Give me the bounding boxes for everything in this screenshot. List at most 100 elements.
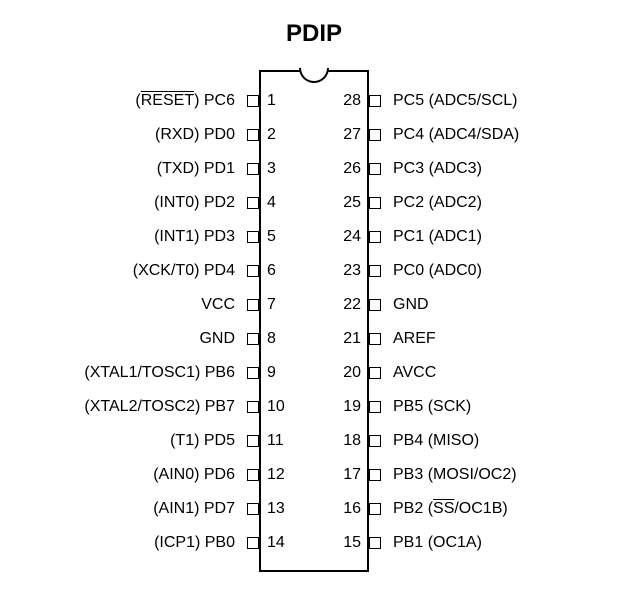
pin-pad-icon: [247, 435, 259, 447]
pin-row: VCC722GND: [261, 288, 367, 322]
pin-number-left: 3: [267, 152, 276, 186]
pin-label-right: PB1 (OC1A): [393, 526, 482, 560]
pin-row: GND821AREF: [261, 322, 367, 356]
pin-label-right: PC1 (ADC1): [393, 220, 482, 254]
pin-number-left: 1: [267, 84, 276, 118]
chip-bottom-pad: [261, 560, 367, 570]
pin-row: (RXD) PD0227PC4 (ADC4/SDA): [261, 118, 367, 152]
package-title: PDIP: [0, 20, 628, 48]
pin-pad-icon: [247, 163, 259, 175]
pin-row: (XCK/T0) PD4623PC0 (ADC0): [261, 254, 367, 288]
pin-pad-icon: [369, 537, 381, 549]
pin-number-left: 2: [267, 118, 276, 152]
pin-pad-icon: [247, 95, 259, 107]
pin-number-left: 12: [267, 458, 285, 492]
pin-number-left: 9: [267, 356, 276, 390]
pin-pad-icon: [369, 197, 381, 209]
pin-row: (RESET) PC6128PC5 (ADC5/SCL): [261, 84, 367, 118]
pin-number-right: 19: [343, 390, 361, 424]
pin-row: (ICP1) PB01415PB1 (OC1A): [261, 526, 367, 560]
chip-top-border-right: [327, 70, 369, 72]
pin-label-right: GND: [393, 288, 429, 322]
pin-pad-icon: [369, 401, 381, 413]
pin-pad-icon: [369, 231, 381, 243]
pin-pad-icon: [247, 231, 259, 243]
chip-top-border-left: [259, 70, 301, 72]
pin-row: (T1) PD51118PB4 (MISO): [261, 424, 367, 458]
pin-label-left: (XTAL2/TOSC2) PB7: [84, 390, 235, 424]
pin-number-left: 14: [267, 526, 285, 560]
pin-row: (AIN1) PD71316PB2 (SS/OC1B): [261, 492, 367, 526]
pin-number-right: 27: [343, 118, 361, 152]
pin-label-left: (TXD) PD1: [157, 152, 235, 186]
pin-number-right: 17: [343, 458, 361, 492]
pin-label-left: VCC: [201, 288, 235, 322]
pin-label-left: (ICP1) PB0: [154, 526, 235, 560]
pin-label-right: AVCC: [393, 356, 436, 390]
pin-row: (TXD) PD1326PC3 (ADC3): [261, 152, 367, 186]
pin-label-left: (XTAL1/TOSC1) PB6: [84, 356, 235, 390]
pin-number-right: 22: [343, 288, 361, 322]
pin-pad-icon: [247, 299, 259, 311]
pin-label-right: AREF: [393, 322, 436, 356]
pin-pad-icon: [369, 299, 381, 311]
pin-pad-icon: [247, 401, 259, 413]
pin-number-left: 8: [267, 322, 276, 356]
pin-label-left: (AIN1) PD7: [153, 492, 235, 526]
pin-number-left: 13: [267, 492, 285, 526]
pin-pad-icon: [369, 129, 381, 141]
pin-row: (XTAL2/TOSC2) PB71019PB5 (SCK): [261, 390, 367, 424]
pin-row: (AIN0) PD61217PB3 (MOSI/OC2): [261, 458, 367, 492]
pin-label-left: (RXD) PD0: [155, 118, 235, 152]
pin-number-right: 18: [343, 424, 361, 458]
pin-pad-icon: [369, 435, 381, 447]
pin-pad-icon: [247, 469, 259, 481]
pin-number-right: 21: [343, 322, 361, 356]
pin-row: (XTAL1/TOSC1) PB6920AVCC: [261, 356, 367, 390]
pin-pad-icon: [369, 469, 381, 481]
pin-number-right: 26: [343, 152, 361, 186]
pin-number-left: 10: [267, 390, 285, 424]
pin-number-right: 28: [343, 84, 361, 118]
pin-label-right: PB3 (MOSI/OC2): [393, 458, 517, 492]
pin-row: (INT0) PD2425PC2 (ADC2): [261, 186, 367, 220]
pin-label-left: GND: [199, 322, 235, 356]
pin-pad-icon: [247, 265, 259, 277]
pin-pad-icon: [369, 265, 381, 277]
pin-number-right: 24: [343, 220, 361, 254]
pin-label-right: PB4 (MISO): [393, 424, 479, 458]
pin-label-left: (RESET) PC6: [135, 84, 235, 118]
pin-pad-icon: [369, 333, 381, 345]
pin-number-left: 11: [267, 424, 284, 458]
pin-number-right: 15: [343, 526, 361, 560]
pin-pad-icon: [369, 163, 381, 175]
pin-number-right: 23: [343, 254, 361, 288]
pin-label-right: PC0 (ADC0): [393, 254, 482, 288]
pin-pad-icon: [247, 333, 259, 345]
pin-number-right: 16: [343, 492, 361, 526]
pin-label-right: PC4 (ADC4/SDA): [393, 118, 519, 152]
pin-pad-icon: [369, 367, 381, 379]
orientation-notch-icon: [299, 68, 329, 83]
pin-pad-icon: [247, 537, 259, 549]
chip-top-edge: [261, 70, 367, 84]
pin-number-right: 25: [343, 186, 361, 220]
pin-label-right: PC3 (ADC3): [393, 152, 482, 186]
pin-pad-icon: [247, 129, 259, 141]
pin-label-left: (T1) PD5: [170, 424, 235, 458]
pin-number-right: 20: [343, 356, 361, 390]
pin-label-right: PC2 (ADC2): [393, 186, 482, 220]
pin-label-left: (INT0) PD2: [154, 186, 235, 220]
pin-label-left: (INT1) PD3: [154, 220, 235, 254]
pin-pad-icon: [247, 367, 259, 379]
pin-number-left: 4: [267, 186, 276, 220]
pin-pad-icon: [369, 503, 381, 515]
pinout-diagram: (RESET) PC6128PC5 (ADC5/SCL)(RXD) PD0227…: [0, 70, 628, 572]
pin-number-left: 6: [267, 254, 276, 288]
pin-number-left: 7: [267, 288, 276, 322]
pin-row: (INT1) PD3524PC1 (ADC1): [261, 220, 367, 254]
pin-label-left: (AIN0) PD6: [153, 458, 235, 492]
pin-pad-icon: [247, 197, 259, 209]
pin-pad-icon: [369, 95, 381, 107]
pin-label-right: PC5 (ADC5/SCL): [393, 84, 517, 118]
